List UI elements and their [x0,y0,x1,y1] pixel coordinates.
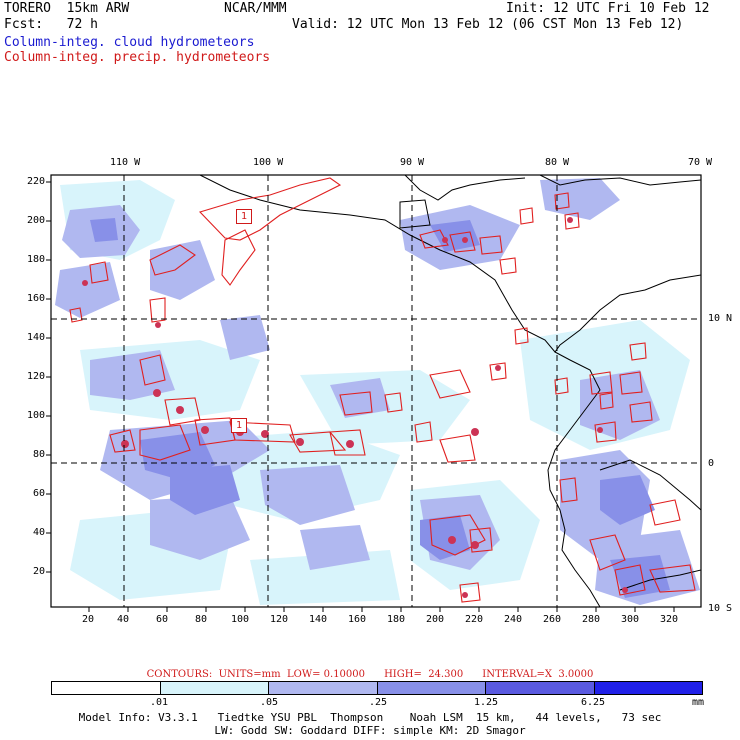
y-tick: 140 [27,332,46,343]
forecast-hour: Fcst: 72 h [4,17,98,32]
legend-units: mm [692,697,705,708]
x-tick: 160 [348,614,367,625]
x-tick: 40 [117,614,130,625]
y-tick: 40 [33,527,46,538]
coastlines [199,175,701,607]
x-tick: 260 [543,614,562,625]
field-cloud-label: Column-integ. cloud hydrometeors [4,35,255,50]
contour-low-label: 1 [236,209,252,224]
y-tick: 200 [27,215,46,226]
init-time: Init: 12 UTC Fri 10 Feb 12 [506,1,710,16]
legend-swatch [159,682,268,694]
y-tick: 80 [33,449,46,460]
y-tick: 60 [33,488,46,499]
y-tick: 120 [27,371,46,382]
lon-label-80w: 80 W [545,157,570,168]
x-tick: 200 [426,614,445,625]
legend-label: .25 [369,697,388,708]
lat-label-10n: 10 N [708,313,733,324]
organization: NCAR/MMM [224,1,287,16]
valid-time: Valid: 12 UTC Mon 13 Feb 12 (06 CST Mon … [292,17,684,32]
color-legend [51,681,703,695]
x-tick: 100 [231,614,250,625]
legend-swatch [593,682,702,694]
legend-swatch [376,682,485,694]
x-tick: 220 [465,614,484,625]
y-tick: 220 [27,176,46,187]
x-tick: 240 [504,614,523,625]
x-tick: 320 [660,614,679,625]
x-tick: 60 [156,614,169,625]
tick-marks [46,181,675,612]
contour-low-label: 1 [231,418,247,433]
contours-info: CONTOURS: UNITS=mm LOW= 0.10000 HIGH= 24… [146,669,594,680]
legend-swatch [485,682,594,694]
x-tick: 20 [82,614,95,625]
legend-swatch [52,682,160,694]
lat-label-0: 0 [708,458,715,469]
lon-label-110w: 110 W [110,157,141,168]
x-tick: 280 [582,614,601,625]
y-tick: 160 [27,293,46,304]
x-tick: 300 [621,614,640,625]
map-frame [50,174,702,608]
x-tick: 180 [387,614,406,625]
y-tick: 180 [27,254,46,265]
precip-contours [69,177,696,603]
graticule [51,175,701,607]
model-info-line1: Model Info: V3.3.1 Tiedtke YSU PBL Thomp… [78,711,662,724]
legend-swatch [268,682,377,694]
legend-label: .05 [260,697,279,708]
precip-cores [82,217,628,598]
lon-label-90w: 90 W [400,157,425,168]
x-tick: 120 [270,614,289,625]
lon-label-100w: 100 W [253,157,284,168]
lon-label-70w: 70 W [688,157,713,168]
legend-label: .01 [150,697,169,708]
legend-label: 6.25 [581,697,606,708]
legend-label: 1.25 [474,697,499,708]
model-title: TORERO 15km ARW [4,1,130,16]
x-tick: 140 [309,614,328,625]
model-info-line2: LW: Godd SW: Goddard DIFF: simple KM: 2D… [214,724,526,737]
lat-label-10s: 10 S [708,603,733,614]
field-precip-label: Column-integ. precip. hydrometeors [4,50,271,65]
x-tick: 80 [195,614,208,625]
y-tick: 20 [33,566,46,577]
y-tick: 100 [27,410,46,421]
cloud-shading [55,178,700,605]
